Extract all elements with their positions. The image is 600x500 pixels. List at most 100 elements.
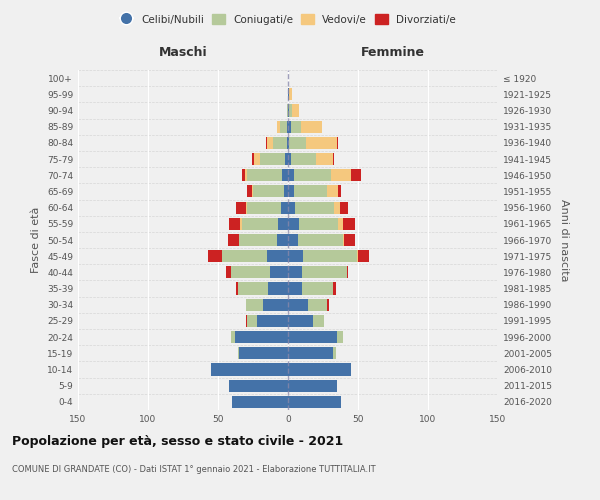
Bar bbox=[308, 298, 327, 311]
Bar bbox=[288, 348, 333, 360]
Bar bbox=[247, 202, 281, 213]
Bar bbox=[347, 266, 348, 278]
Text: Femmine: Femmine bbox=[361, 46, 425, 59]
Bar bbox=[229, 218, 241, 230]
Bar bbox=[343, 234, 344, 246]
Bar bbox=[267, 137, 272, 149]
Bar bbox=[232, 396, 288, 408]
Bar bbox=[288, 137, 289, 149]
Bar bbox=[299, 218, 338, 230]
Bar bbox=[288, 331, 337, 343]
Bar bbox=[246, 202, 247, 213]
Bar bbox=[278, 218, 288, 230]
Bar bbox=[293, 169, 331, 181]
Bar bbox=[238, 348, 239, 360]
Bar bbox=[306, 137, 337, 149]
Bar bbox=[288, 396, 341, 408]
Bar bbox=[351, 169, 361, 181]
Bar bbox=[302, 282, 333, 294]
Y-axis label: Fasce di età: Fasce di età bbox=[31, 207, 41, 273]
Bar bbox=[288, 380, 337, 392]
Bar bbox=[291, 153, 316, 165]
Bar bbox=[266, 137, 267, 149]
Bar bbox=[304, 250, 356, 262]
Bar bbox=[267, 250, 288, 262]
Bar bbox=[289, 88, 292, 101]
Bar bbox=[288, 315, 313, 327]
Bar bbox=[235, 331, 288, 343]
Bar bbox=[287, 137, 288, 149]
Bar bbox=[288, 153, 291, 165]
Bar bbox=[277, 234, 288, 246]
Bar bbox=[344, 234, 355, 246]
Bar bbox=[338, 186, 341, 198]
Bar bbox=[340, 202, 348, 213]
Bar bbox=[288, 169, 293, 181]
Bar bbox=[316, 153, 333, 165]
Bar bbox=[251, 186, 253, 198]
Bar bbox=[239, 234, 277, 246]
Bar bbox=[343, 218, 355, 230]
Bar bbox=[242, 218, 278, 230]
Bar bbox=[293, 186, 327, 198]
Bar bbox=[283, 169, 288, 181]
Text: Maschi: Maschi bbox=[158, 46, 208, 59]
Bar bbox=[246, 298, 263, 311]
Bar bbox=[288, 218, 299, 230]
Bar bbox=[333, 153, 334, 165]
Bar bbox=[292, 104, 299, 117]
Bar bbox=[251, 153, 254, 165]
Bar bbox=[333, 282, 335, 294]
Bar bbox=[222, 250, 267, 262]
Bar bbox=[230, 331, 235, 343]
Bar bbox=[331, 169, 351, 181]
Bar bbox=[226, 266, 230, 278]
Bar bbox=[281, 202, 288, 213]
Bar bbox=[288, 202, 295, 213]
Bar bbox=[228, 234, 239, 246]
Bar bbox=[356, 250, 358, 262]
Bar bbox=[288, 186, 293, 198]
Bar bbox=[289, 137, 306, 149]
Bar bbox=[288, 266, 302, 278]
Bar bbox=[288, 250, 304, 262]
Bar bbox=[288, 282, 302, 294]
Bar bbox=[288, 104, 289, 117]
Text: COMUNE DI GRANDATE (CO) - Dati ISTAT 1° gennaio 2021 - Elaborazione TUTTITALIA.I: COMUNE DI GRANDATE (CO) - Dati ISTAT 1° … bbox=[12, 465, 376, 474]
Bar bbox=[236, 282, 238, 294]
Bar bbox=[229, 380, 288, 392]
Bar bbox=[211, 364, 288, 376]
Bar bbox=[245, 169, 247, 181]
Bar bbox=[288, 88, 289, 101]
Bar bbox=[327, 298, 329, 311]
Bar bbox=[238, 282, 268, 294]
Bar bbox=[287, 104, 288, 117]
Bar bbox=[338, 218, 343, 230]
Bar bbox=[268, 282, 288, 294]
Bar bbox=[247, 315, 257, 327]
Bar bbox=[337, 137, 338, 149]
Bar bbox=[287, 120, 288, 132]
Bar bbox=[241, 218, 242, 230]
Bar bbox=[358, 250, 369, 262]
Bar bbox=[337, 331, 343, 343]
Bar bbox=[270, 266, 288, 278]
Bar bbox=[257, 315, 288, 327]
Bar bbox=[284, 186, 288, 198]
Text: Popolazione per età, sesso e stato civile - 2021: Popolazione per età, sesso e stato civil… bbox=[12, 435, 343, 448]
Y-axis label: Anni di nascita: Anni di nascita bbox=[559, 198, 569, 281]
Bar bbox=[277, 120, 280, 132]
Bar bbox=[239, 348, 288, 360]
Bar bbox=[246, 315, 247, 327]
Bar bbox=[288, 364, 351, 376]
Bar bbox=[333, 348, 335, 360]
Bar bbox=[301, 120, 322, 132]
Bar bbox=[334, 202, 340, 213]
Bar bbox=[253, 186, 284, 198]
Bar bbox=[302, 266, 347, 278]
Bar bbox=[327, 186, 338, 198]
Bar bbox=[291, 120, 301, 132]
Bar bbox=[289, 104, 292, 117]
Bar bbox=[280, 120, 287, 132]
Bar bbox=[295, 202, 334, 213]
